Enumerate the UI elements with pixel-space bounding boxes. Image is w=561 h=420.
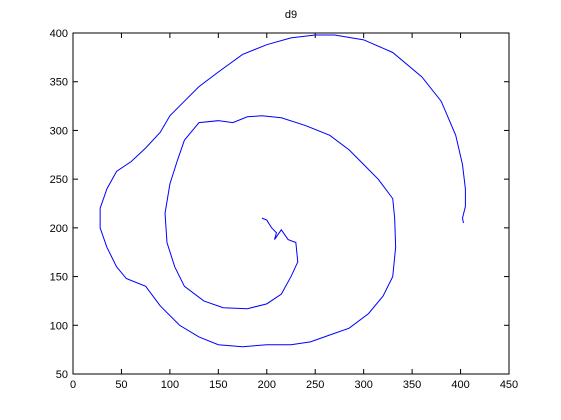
x-tick-label: 350 bbox=[403, 379, 421, 391]
x-tick-label: 50 bbox=[115, 379, 127, 391]
x-tick-label: 0 bbox=[70, 379, 76, 391]
y-tick-label: 350 bbox=[50, 77, 68, 89]
y-tick-label: 100 bbox=[50, 320, 68, 332]
y-tick-label: 200 bbox=[50, 223, 68, 235]
x-tick-label: 300 bbox=[354, 379, 372, 391]
y-tick-label: 50 bbox=[56, 369, 68, 381]
y-tick-label: 300 bbox=[50, 125, 68, 137]
data-line bbox=[99, 34, 466, 348]
plot-area bbox=[72, 32, 510, 375]
x-tick-label: 250 bbox=[306, 379, 324, 391]
x-tick-label: 150 bbox=[209, 379, 227, 391]
x-tick-label: 100 bbox=[161, 379, 179, 391]
y-tick-label: 400 bbox=[50, 28, 68, 40]
y-tick-label: 150 bbox=[50, 272, 68, 284]
x-tick-label: 200 bbox=[258, 379, 276, 391]
y-tick-label: 250 bbox=[50, 174, 68, 186]
chart-title: d9 bbox=[285, 9, 297, 21]
x-tick-label: 400 bbox=[451, 379, 469, 391]
x-tick-label: 450 bbox=[500, 379, 518, 391]
